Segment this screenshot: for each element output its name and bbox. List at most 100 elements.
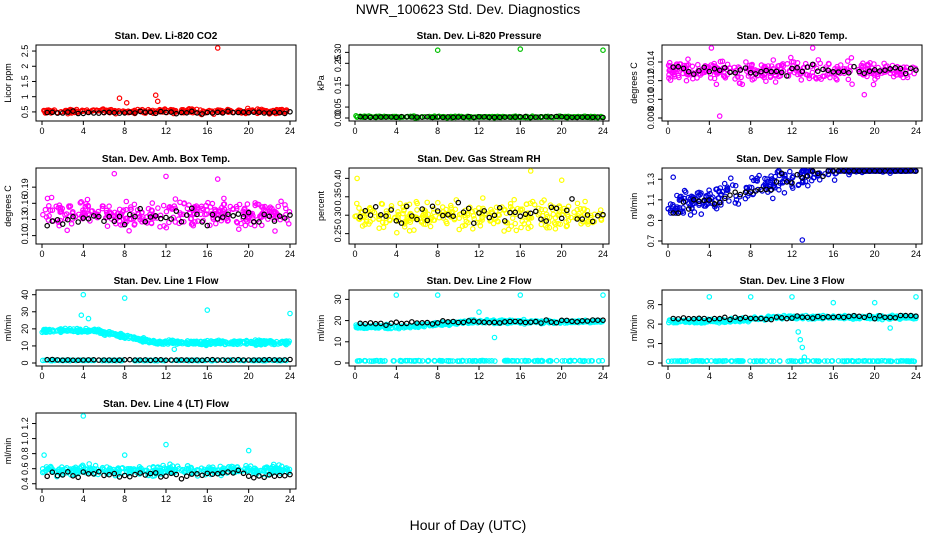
y-axis-label: kPa (316, 75, 326, 91)
data-point (469, 358, 476, 364)
hourly-point (230, 109, 237, 116)
data-point (447, 202, 454, 209)
hourly-point (752, 315, 759, 322)
hourly-point (256, 473, 262, 479)
hourly-point (768, 316, 775, 323)
hourly-point (225, 211, 231, 218)
hourly-point (424, 114, 431, 120)
data-point (843, 358, 850, 364)
data-point (705, 317, 712, 324)
data-point (739, 81, 746, 88)
hourly-point (281, 215, 288, 221)
hourly-point (419, 206, 426, 212)
data-point (883, 358, 889, 365)
figure-x-axis-label: Hour of Day (UTC) (409, 517, 527, 533)
hourly-point (261, 356, 268, 363)
outlier-point (41, 452, 47, 458)
data-point (406, 228, 413, 234)
data-point (137, 216, 144, 223)
hourly-point (563, 317, 570, 324)
data-point (540, 216, 547, 223)
data-point (487, 218, 493, 224)
data-point (282, 205, 289, 212)
x-tick-label: 20 (557, 249, 567, 259)
hourly-point (235, 109, 242, 116)
hourly-point (512, 114, 519, 120)
hourly-point (403, 203, 410, 210)
data-point (181, 200, 188, 206)
panel-4: Stan. Dev. Amb. Box Temp. degrees C 0 4 8 12 1… (3, 154, 297, 259)
data-point (178, 211, 184, 218)
hourly-point (721, 195, 728, 202)
hourly-point (398, 320, 405, 327)
hourly-point (589, 317, 596, 323)
hourly-point (830, 69, 837, 75)
hourly-point (266, 356, 273, 363)
data-point (831, 177, 838, 183)
data-point (525, 225, 532, 232)
hourly-point (85, 357, 92, 363)
hourly-point (794, 64, 801, 71)
hourly-point (183, 473, 190, 480)
hourly-point (276, 357, 283, 363)
hourly-point (517, 114, 524, 120)
data-point (82, 203, 89, 210)
hourly-point (569, 196, 575, 202)
hourly-point (907, 65, 914, 72)
data-point (816, 177, 823, 183)
data-point (827, 168, 834, 174)
data-point (264, 464, 270, 471)
y-tick-label: 10 (20, 341, 30, 351)
hourly-point (563, 114, 570, 121)
hourly-point (913, 313, 919, 320)
y-tick-label: 0.30 (333, 206, 343, 224)
hourly-point (59, 221, 66, 227)
hourly-point (460, 114, 467, 121)
hourly-point (579, 317, 586, 324)
data-point (749, 174, 755, 181)
data-point (519, 206, 526, 213)
panel-title: Stan. Dev. Li-820 Pressure (417, 31, 542, 42)
hourly-point (178, 357, 185, 363)
hourly-point (357, 214, 364, 220)
data-point (746, 184, 753, 191)
hourly-point (685, 315, 692, 322)
outlier-point (789, 294, 795, 300)
hourly-point (491, 212, 498, 219)
outlier-point (434, 47, 441, 54)
data-point (535, 357, 542, 364)
x-tick-label: 0 (665, 371, 670, 381)
hourly-point (732, 70, 739, 76)
hourly-point (737, 315, 744, 322)
y-tick-label: 0.30 (333, 44, 343, 62)
data-point (904, 358, 911, 364)
hourly-point (773, 314, 780, 320)
hourly-point (189, 471, 195, 477)
data-point (236, 226, 242, 233)
data-point (163, 224, 170, 231)
hourly-point (173, 471, 180, 478)
data-point (104, 223, 111, 230)
y-axis-label: percent (316, 190, 326, 221)
hourly-point (85, 470, 92, 477)
data-points (39, 413, 293, 482)
outlier-point (434, 292, 441, 298)
outlier-point (78, 312, 85, 319)
x-tick-label: 16 (202, 371, 212, 381)
hourly-point (44, 222, 51, 229)
y-tick-label: 0 (20, 360, 30, 365)
data-point (705, 192, 711, 198)
hourly-point (429, 114, 436, 121)
data-point (206, 464, 212, 471)
data-point (250, 215, 256, 222)
data-point (870, 358, 877, 364)
hourly-point (455, 319, 462, 326)
data-point (681, 62, 688, 69)
outlier-point (163, 173, 169, 180)
data-point (870, 81, 877, 88)
data-point (275, 203, 282, 210)
hourly-point (173, 110, 180, 117)
data-point (67, 357, 74, 364)
y-axis-label: ml/min (629, 193, 639, 220)
